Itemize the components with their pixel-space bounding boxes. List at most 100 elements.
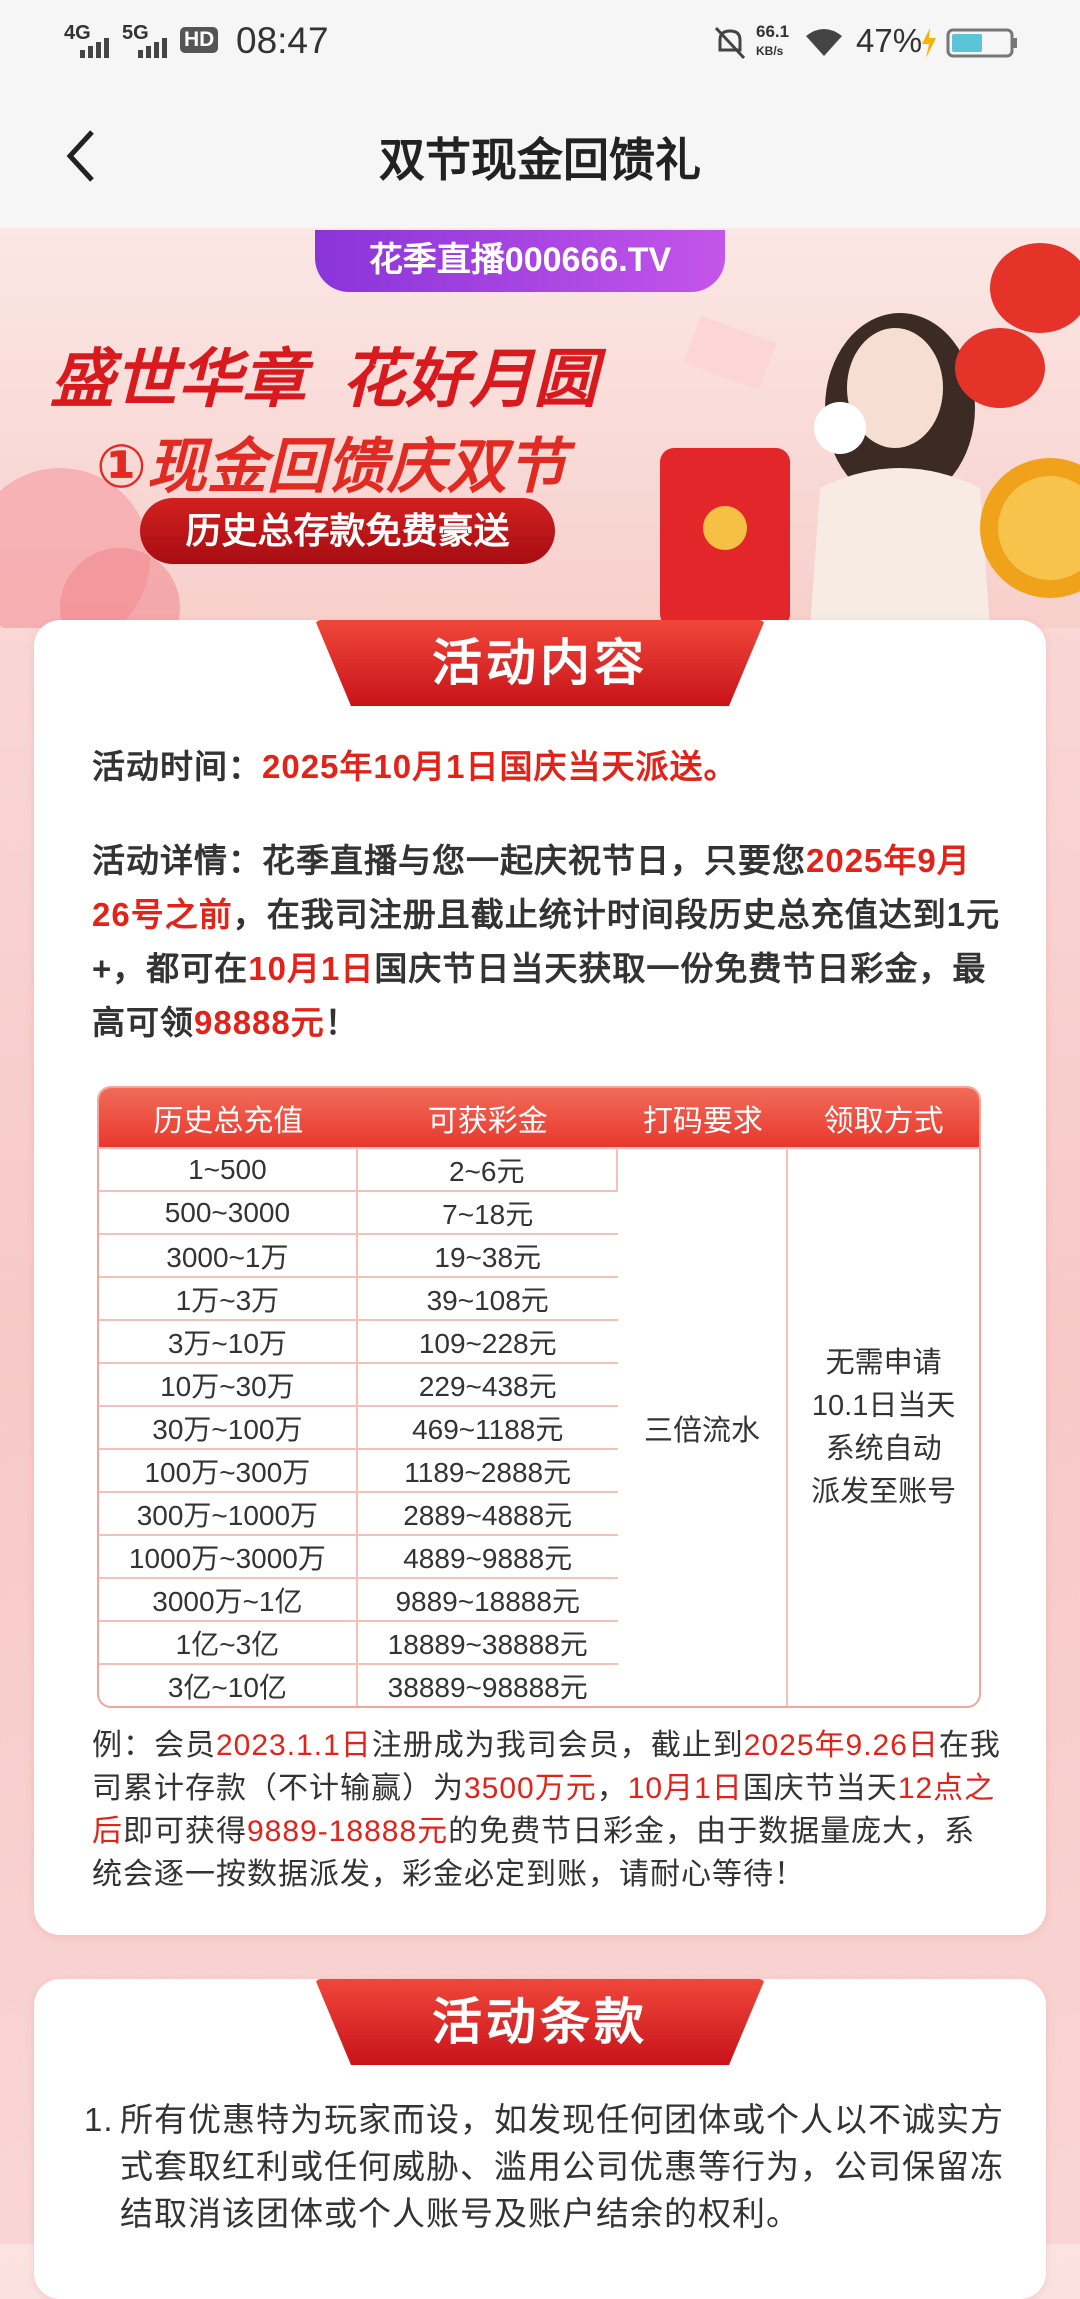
term-number: 1. xyxy=(84,2101,114,2138)
table-cell: 469~1188元 xyxy=(357,1405,618,1448)
text-segment: ，在我司注册且截止统计时间段历史总充值达到1元+，都可在 xyxy=(92,896,1001,987)
platform-badge: 花季直播000666.TV xyxy=(315,230,725,292)
table-cell: 19~38元 xyxy=(357,1233,618,1276)
table-row: 30万~100万 469~1188元 xyxy=(99,1405,979,1448)
clock: 08:47 xyxy=(236,20,329,61)
table-cell: 30万~100万 xyxy=(99,1405,358,1448)
text-segment: 2023.1.1日 xyxy=(216,1729,372,1762)
banner-headline: 盛世华章 花好月圆 xyxy=(50,343,598,415)
term-item: 1. 所有优惠特为玩家而设，如发现任何团体或个人以不诚实方式套取红利或任何威胁、滥… xyxy=(84,2096,1004,2237)
text-segment: 国庆节日当天获取一份免费节日彩金，最高可领 xyxy=(92,950,987,1041)
table-cell: 1189~2888元 xyxy=(357,1448,618,1491)
table-cell: 300万~1000万 xyxy=(99,1491,358,1534)
text-segment: 例：会员 xyxy=(92,1729,216,1762)
back-button[interactable] xyxy=(62,126,102,186)
table-header-cell: 历史总充值 xyxy=(99,1088,358,1147)
table-cell: 9889~18888元 xyxy=(357,1577,618,1620)
method-line: 无需申请 xyxy=(825,1346,942,1379)
text-segment: 活动时间： xyxy=(92,748,262,785)
text-segment: 注册成为我司会员，截止到 xyxy=(371,1729,744,1762)
table-cell: 1~500 xyxy=(99,1147,358,1190)
text-segment: 2025年10月1日国庆当天派送。 xyxy=(262,748,738,785)
method-cell: 无需申请 10.1日当天 系统自动派发至账号 xyxy=(788,1147,979,1706)
text-segment: 国庆节当天 xyxy=(742,1772,898,1805)
table-row: 300万~1000万 2889~4888元 xyxy=(99,1491,979,1534)
activity-time: 活动时间：2025年10月1日国庆当天派送。 xyxy=(92,740,1002,794)
text-segment: 在我司累计存款（不计输赢）为 xyxy=(92,1729,1001,1805)
network-label: 5G xyxy=(122,22,149,44)
text-segment: 2025年9月26号之前 xyxy=(92,842,971,933)
banner-subheadline: ①现金回馈庆双节 xyxy=(96,433,567,500)
table-cell: 109~228元 xyxy=(357,1319,618,1362)
hd-icon: HD xyxy=(180,27,219,53)
activity-details: 活动详情：花季直播与您一起庆祝节日，只要您2025年9月26号之前，在我司注册且… xyxy=(92,834,1002,1050)
text-segment: ！ xyxy=(324,1004,359,1041)
term-text: 所有优惠特为玩家而设，如发现任何团体或个人以不诚实方式套取红利或任何威胁、滥用公… xyxy=(120,2101,1004,2232)
promo-banner: 花季直播000666.TV 盛世华章 花好月圆 ①现金回馈庆双节 历史总存款免费… xyxy=(0,228,1080,628)
app-header: 双节现金回馈礼 xyxy=(0,86,1080,229)
table-header-row: 历史总充值 可获彩金 打码要求 领取方式 xyxy=(99,1088,979,1147)
table-header-cell: 可获彩金 xyxy=(357,1088,618,1147)
table-cell: 3000~1万 xyxy=(99,1233,358,1276)
platform-name: 花季直播000666.TV xyxy=(368,241,672,279)
text-segment: 2025年9.26日 xyxy=(743,1729,939,1762)
requirement-cell: 三倍流水 xyxy=(617,1147,789,1706)
method-line: 10.1日当天 xyxy=(811,1389,956,1422)
reward-table: 历史总充值 可获彩金 打码要求 领取方式 1~500 2~6元 三倍流水 无需申请 10.1日当… xyxy=(97,1086,981,1708)
method-line: 派发至账号 xyxy=(811,1475,957,1508)
text-segment: 即可获得 xyxy=(123,1815,247,1848)
table-row: 10万~30万 229~438元 xyxy=(99,1362,979,1405)
signal-icon xyxy=(138,38,167,58)
text-segment: 9889-18888元 xyxy=(247,1815,449,1848)
table-cell: 1万~3万 xyxy=(99,1276,358,1319)
text-segment: 3500万元 xyxy=(464,1772,597,1805)
table-cell: 38889~98888元 xyxy=(357,1663,618,1706)
text-segment: 98888元 xyxy=(194,1004,325,1041)
table-header-cell: 打码要求 xyxy=(617,1088,789,1147)
section-ribbon: 活动内容 xyxy=(315,620,765,706)
table-cell: 39~108元 xyxy=(357,1276,618,1319)
section-ribbon: 活动条款 xyxy=(315,1979,765,2065)
text-segment: 活动详情： xyxy=(92,842,262,879)
table-row: 3万~10万 109~228元 xyxy=(99,1319,979,1362)
table-cell: 10万~30万 xyxy=(99,1362,358,1405)
mute-icon xyxy=(714,26,746,60)
battery-icon xyxy=(922,28,1017,58)
text-segment: 花季直播与您一起庆祝节日，只要您 xyxy=(262,842,806,879)
table-cell: 3000万~1亿 xyxy=(99,1577,358,1620)
table-cell: 3亿~10亿 xyxy=(99,1663,358,1706)
table-row: 1亿~3亿 18889~38888元 xyxy=(99,1620,979,1663)
table-cell: 229~438元 xyxy=(357,1362,618,1405)
table-cell: 7~18元 xyxy=(357,1190,618,1233)
banner-tag: 历史总存款免费豪送 xyxy=(140,498,555,564)
network-label: 4G xyxy=(64,22,91,44)
signal-icon xyxy=(80,38,109,58)
table-header-cell: 领取方式 xyxy=(788,1088,979,1147)
section-title: 活动条款 xyxy=(432,1994,648,2050)
banner-art xyxy=(0,243,1080,628)
page: 4G 5G HD 08:47 66.1 KB/s 47% 双节现金回馈礼 花季直… xyxy=(0,0,1080,2244)
section-title: 活动内容 xyxy=(432,635,648,691)
network-speed: 66.1 xyxy=(756,22,790,41)
table-cell: 1亿~3亿 xyxy=(99,1620,358,1663)
battery-percent: 47% xyxy=(856,22,923,59)
example-text: 例：会员2023.1.1日注册成为我司会员，截止到2025年9.26日在我司累计… xyxy=(92,1724,1002,1896)
text-segment: 的免费节日彩金，由于数据量庞大，系统会逐一按数据派发，彩金必定到账，请耐心等待！ xyxy=(92,1815,976,1891)
table-cell: 500~3000 xyxy=(99,1190,358,1233)
table-row: 1000万~3000万 4889~9888元 xyxy=(99,1534,979,1577)
table-row: 100万~300万 1189~2888元 xyxy=(99,1448,979,1491)
table-cell: 1000万~3000万 xyxy=(99,1534,358,1577)
table-cell: 100万~300万 xyxy=(99,1448,358,1491)
method-line: 系统自动 xyxy=(825,1432,942,1465)
text-segment: ， xyxy=(596,1772,628,1805)
terms-list: 1. 所有优惠特为玩家而设，如发现任何团体或个人以不诚实方式套取红利或任何威胁、滥… xyxy=(84,2096,1004,2237)
table-row: 3亿~10亿 38889~98888元 xyxy=(99,1663,979,1706)
reward-table-wrap: 历史总充值 可获彩金 打码要求 领取方式 1~500 2~6元 三倍流水 无需申请 10.1日当… xyxy=(97,1086,981,1708)
table-cell: 3万~10万 xyxy=(99,1319,358,1362)
table-row: 3000万~1亿 9889~18888元 xyxy=(99,1577,979,1620)
table-row: 3000~1万 19~38元 xyxy=(99,1233,979,1276)
text-segment: 10月1日 xyxy=(627,1772,743,1805)
network-speed-unit: KB/s xyxy=(756,44,784,58)
banner-tag-text: 历史总存款免费豪送 xyxy=(185,510,510,551)
table-cell: 2~6元 xyxy=(357,1147,618,1190)
